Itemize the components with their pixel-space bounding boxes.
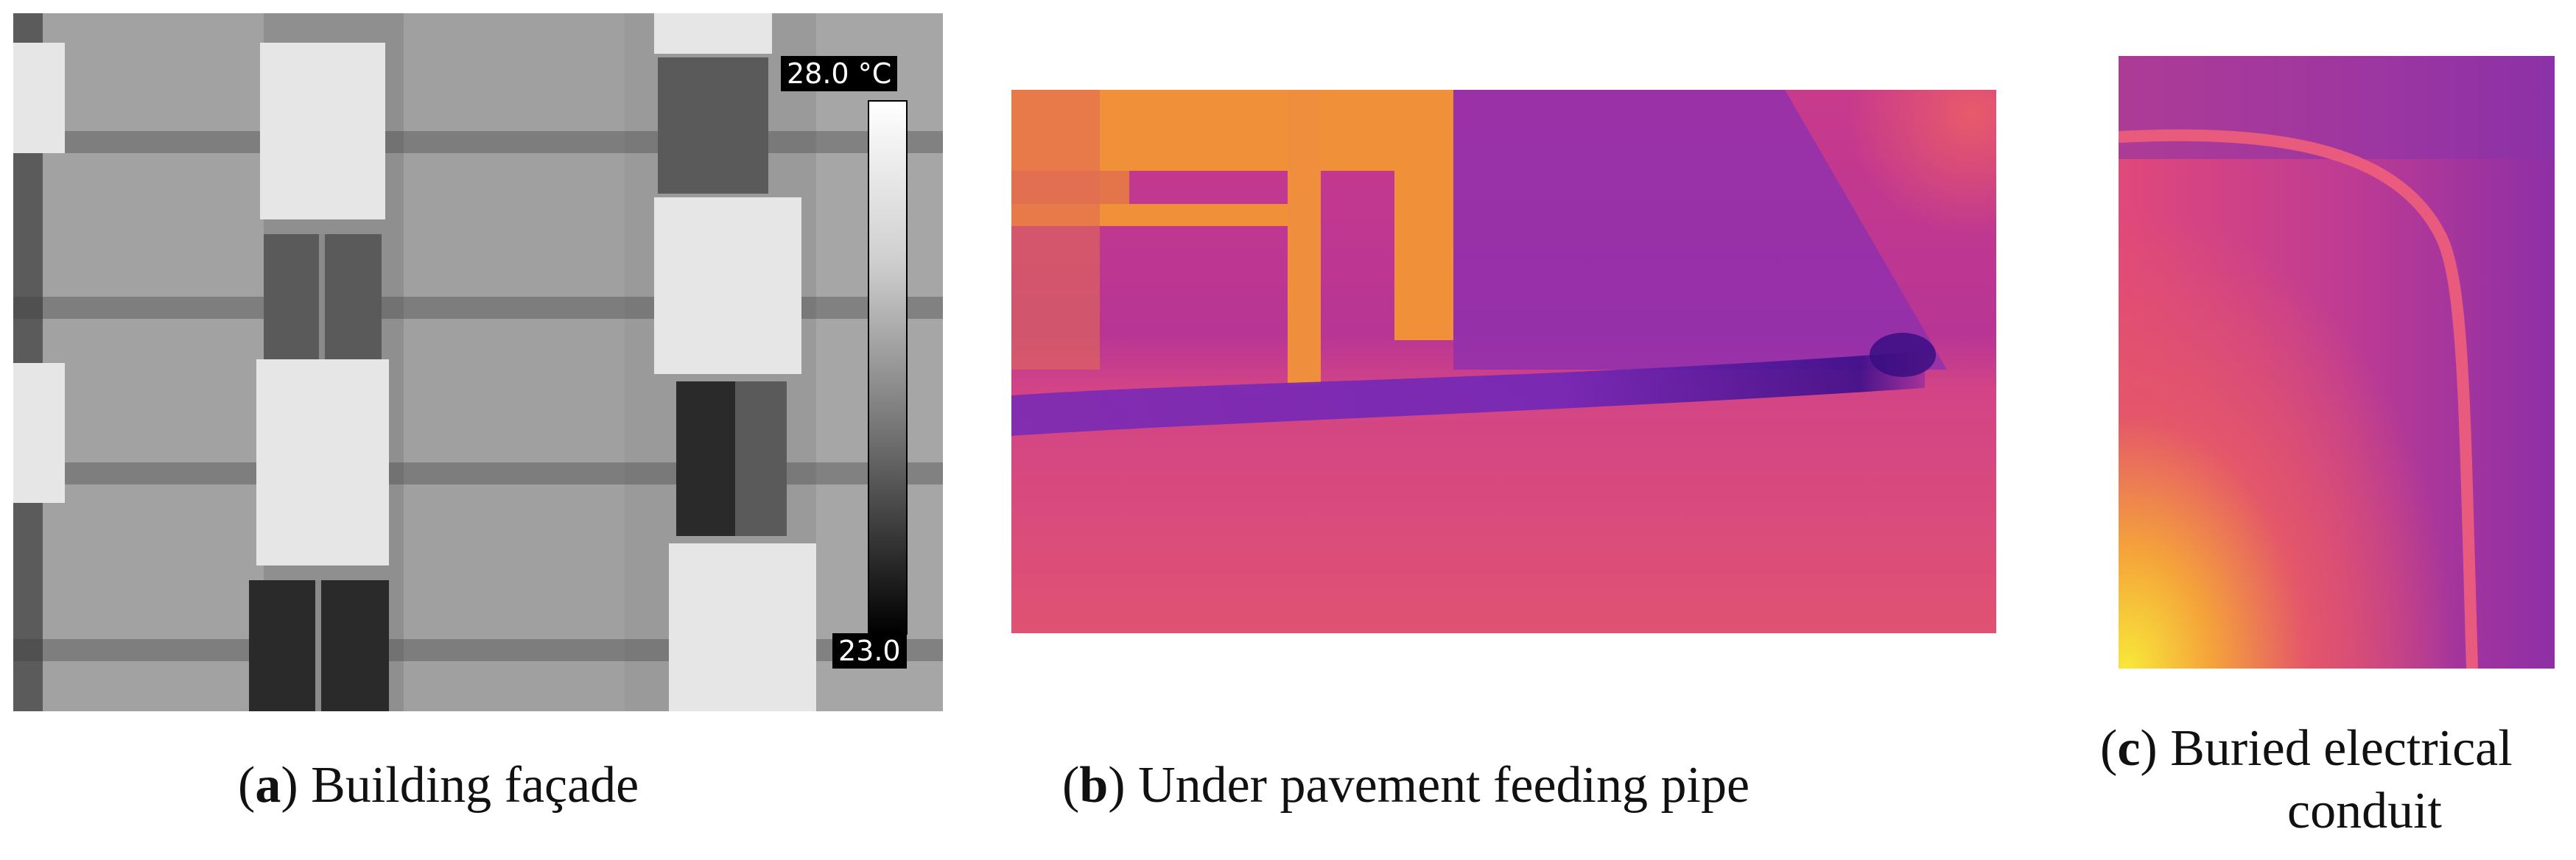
conduit-thermogram	[2119, 56, 2555, 669]
floor-band	[13, 131, 943, 153]
caption-c-line2: conduit	[2287, 783, 2442, 839]
window	[735, 381, 787, 536]
electrical-conduit-thermal-image	[2119, 56, 2555, 669]
caption-c-line1: (c) Buried electrical	[2100, 720, 2513, 777]
building-facade-thermal-image: 28.0 °C 23.0	[13, 13, 943, 711]
caption-b: (b) Under pavement feeding pipe	[1062, 757, 1750, 814]
scale-max-label: 28.0 °C	[781, 56, 898, 91]
caption-text: Building façade	[311, 757, 639, 814]
temperature-scale-bar	[868, 100, 908, 635]
caption-letter: b	[1079, 757, 1109, 814]
window-mullion	[319, 234, 325, 359]
window-bright	[256, 359, 389, 565]
floor-band	[13, 462, 943, 484]
window-bright	[654, 13, 772, 54]
pavement-thermogram	[1011, 90, 1996, 633]
window-mullion	[315, 580, 321, 711]
ac-unit	[13, 43, 65, 153]
caption-letter: a	[255, 757, 281, 814]
window	[658, 57, 768, 194]
caption-letter: c	[2117, 720, 2141, 777]
window-bright	[669, 543, 816, 711]
floor-band	[13, 297, 943, 319]
pavement-pipe-thermal-image	[1011, 90, 1996, 633]
window-dark	[676, 381, 735, 536]
caption-text: Under pavement feeding pipe	[1138, 757, 1750, 814]
scale-min-label: 23.0	[832, 633, 907, 669]
facade-column-1	[43, 13, 264, 711]
window-bright	[654, 197, 801, 374]
window-bright	[260, 43, 385, 219]
caption-text: Buried electrical	[2170, 720, 2513, 777]
facade-column-2	[404, 13, 625, 711]
ac-unit	[13, 363, 65, 503]
caption-a: (a) Building façade	[238, 757, 639, 814]
